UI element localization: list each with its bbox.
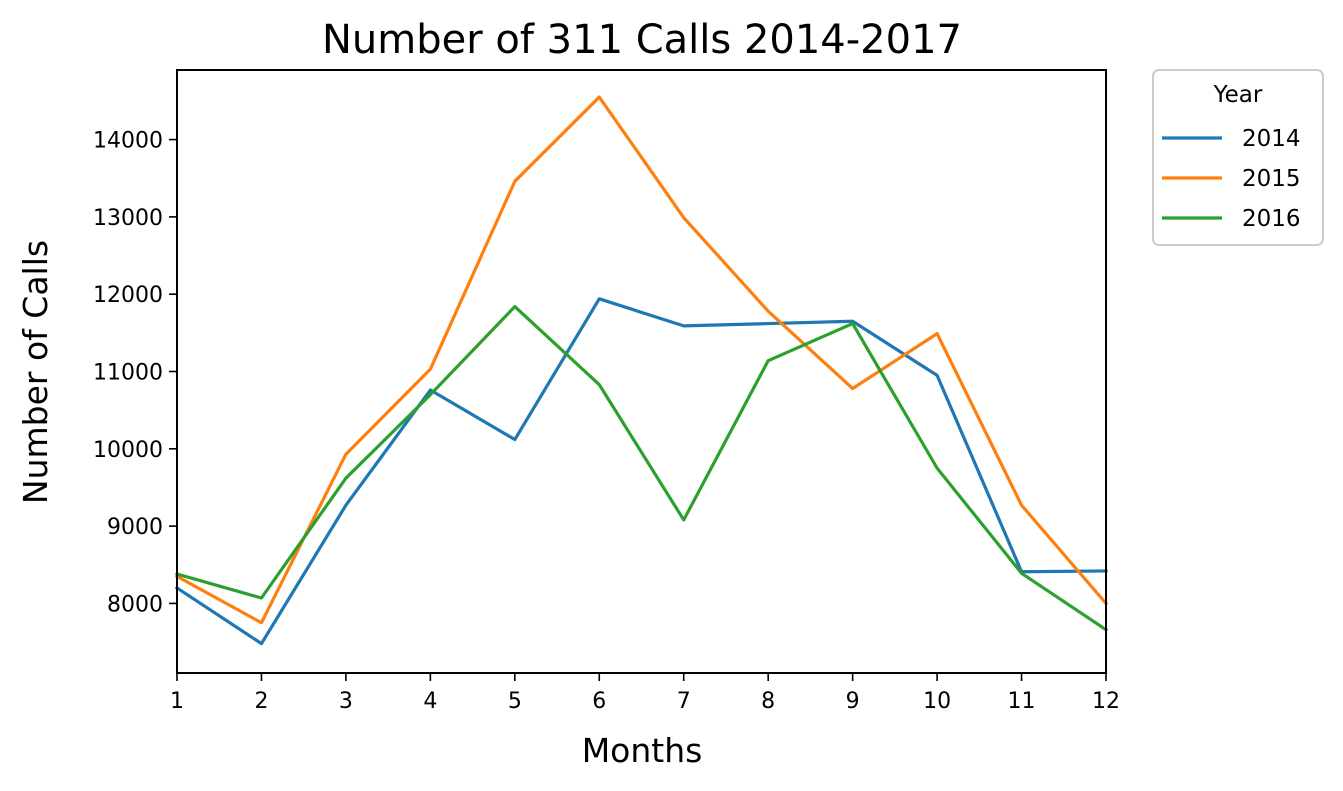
y-tick-label: 14000 bbox=[93, 129, 163, 154]
series-line-2016 bbox=[175, 304, 1109, 632]
y-axis-label: Number of Calls bbox=[16, 240, 55, 504]
x-tick-label: 3 bbox=[339, 689, 353, 714]
x-tick-label: 7 bbox=[677, 689, 691, 714]
plot-frame bbox=[176, 69, 1107, 674]
x-tick-label: 1 bbox=[170, 689, 184, 714]
x-tick-label: 5 bbox=[508, 689, 522, 714]
y-tick-label: 12000 bbox=[93, 283, 163, 308]
y-tick-label: 10000 bbox=[93, 438, 163, 463]
series-line-2015 bbox=[174, 95, 1109, 625]
x-tick-label: 6 bbox=[592, 689, 606, 714]
x-axis: 1 2 3 4 5 6 7 8 9 10 11 12 bbox=[170, 673, 1120, 714]
x-axis-label: Months bbox=[582, 731, 703, 770]
legend-label-2015: 2015 bbox=[1242, 166, 1301, 192]
legend-title: Year bbox=[1213, 82, 1263, 108]
series-line-2014 bbox=[174, 297, 1108, 646]
x-tick-label: 8 bbox=[761, 689, 775, 714]
y-axis: 8000 9000 10000 11000 12000 13000 14000 bbox=[93, 129, 177, 617]
x-tick-label: 10 bbox=[923, 689, 951, 714]
legend: Year 2014 2015 2016 bbox=[1152, 69, 1324, 246]
x-tick-label: 4 bbox=[423, 689, 437, 714]
x-tick-label: 12 bbox=[1092, 689, 1120, 714]
y-tick-label: 11000 bbox=[93, 361, 163, 386]
x-tick-label: 2 bbox=[254, 689, 268, 714]
series-layer bbox=[174, 95, 1109, 646]
legend-frame bbox=[1152, 69, 1324, 246]
y-tick-label: 13000 bbox=[93, 206, 163, 231]
legend-items: 2014 2015 2016 bbox=[1162, 126, 1301, 232]
chart-title: Number of 311 Calls 2014-2017 bbox=[322, 17, 962, 63]
y-tick-label: 8000 bbox=[107, 592, 163, 617]
legend-label-2016: 2016 bbox=[1242, 206, 1301, 232]
x-tick-label: 11 bbox=[1008, 689, 1036, 714]
legend-label-2014: 2014 bbox=[1242, 126, 1301, 152]
y-tick-label: 9000 bbox=[107, 515, 163, 540]
x-tick-label: 9 bbox=[846, 689, 860, 714]
